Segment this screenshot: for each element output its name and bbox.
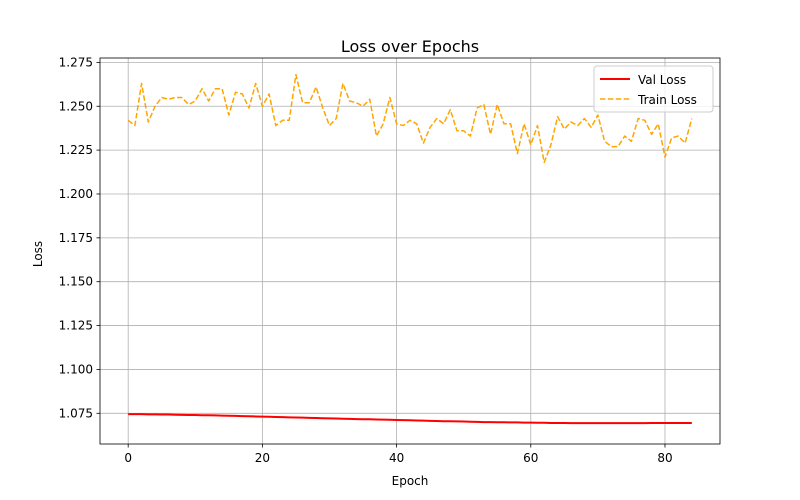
y-axis: 1.075 1.100 1.125 1.150 1.175 1.200 1.225 1.250… [59,55,100,420]
y-tick-label: 1.175 [59,231,93,245]
series-line-train-loss [127,73,693,164]
series-layer [127,73,693,425]
y-tick-label: 1.250 [59,99,93,113]
x-tick-label: 60 [523,451,538,465]
y-tick-label: 1.100 [59,362,93,376]
legend: Val Loss Train Loss [593,65,714,113]
y-axis-label: Loss [31,241,45,267]
x-tick-label: 40 [389,451,404,465]
plot-frame [99,57,721,445]
legend-box [593,65,714,113]
x-tick-label: 20 [255,451,270,465]
x-axis-label: Epoch [392,474,429,488]
legend-label-train-loss: Train Loss [637,93,697,107]
y-tick-label: 1.125 [59,319,93,333]
x-tick-label: 0 [124,451,132,465]
y-tick-label: 1.150 [59,275,93,289]
series-line-val-loss [128,413,692,425]
legend-label-val-loss: Val Loss [638,73,686,87]
y-tick-label: 1.200 [59,187,93,201]
x-tick-label: 80 [657,451,672,465]
y-tick-label: 1.075 [59,406,93,420]
x-axis: 0 20 40 60 80 [124,444,673,465]
y-tick-label: 1.275 [59,55,93,69]
y-tick-label: 1.225 [59,143,93,157]
chart-title: Loss over Epochs [341,37,479,56]
